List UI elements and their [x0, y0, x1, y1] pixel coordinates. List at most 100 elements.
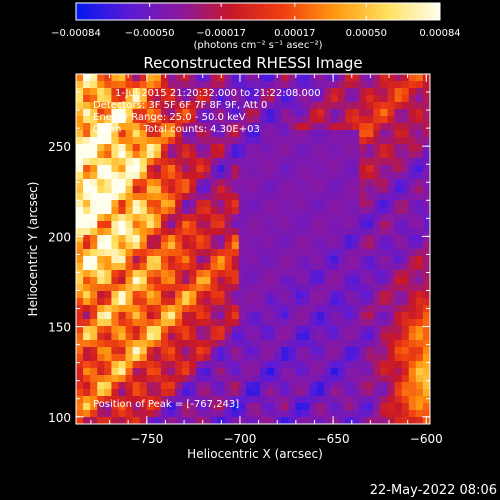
heatmap-cell — [394, 81, 403, 89]
heatmap-cell — [401, 88, 410, 96]
heatmap-cell — [132, 403, 141, 411]
heatmap-cell — [352, 144, 360, 152]
heatmap-cell — [168, 410, 176, 418]
heatmap-cell — [132, 249, 141, 257]
heatmap-cell — [288, 81, 297, 89]
heatmap-cell — [210, 354, 219, 362]
heatmap-cell — [118, 284, 127, 292]
heatmap-cell — [160, 256, 169, 264]
heatmap-cell — [203, 382, 212, 390]
heatmap-cell — [408, 298, 417, 306]
heatmap-cell — [118, 382, 127, 390]
heatmap-cell — [160, 319, 169, 327]
heatmap-cell — [323, 368, 332, 376]
heatmap-cell — [274, 151, 282, 159]
heatmap-cell — [309, 417, 318, 424]
heatmap-cell — [408, 130, 417, 138]
heatmap-cell — [316, 403, 325, 411]
heatmap-cell — [90, 249, 98, 257]
heatmap-cell — [288, 249, 297, 257]
heatmap-cell — [104, 361, 112, 369]
heatmap-cell — [267, 375, 275, 383]
heatmap-cell — [146, 116, 155, 124]
heatmap-cell — [132, 88, 141, 96]
heatmap-cell — [366, 277, 374, 285]
heatmap-cell — [352, 389, 360, 397]
heatmap-cell — [387, 277, 396, 285]
heatmap-cell — [408, 256, 417, 264]
y-tick-label: 200 — [48, 230, 71, 244]
heatmap-cell — [337, 263, 346, 271]
heatmap-cell — [125, 158, 134, 166]
heatmap-cell — [422, 130, 430, 138]
heatmap-cell — [359, 214, 367, 222]
heatmap-cell — [345, 235, 353, 243]
heatmap-cell — [132, 95, 141, 103]
heatmap-cell — [366, 403, 374, 411]
heatmap-cell — [380, 305, 389, 313]
heatmap-cell — [302, 361, 311, 369]
heatmap-cell — [330, 158, 339, 166]
heatmap-cell — [245, 354, 254, 362]
heatmap-cell — [153, 403, 162, 411]
heatmap-cell — [309, 375, 318, 383]
heatmap-cell — [422, 81, 430, 89]
heatmap-cell — [274, 81, 282, 89]
heatmap-cell — [366, 200, 374, 208]
heatmap-cell — [125, 270, 134, 278]
heatmap-cell — [337, 382, 346, 390]
heatmap-cell — [245, 340, 254, 348]
heatmap-cell — [90, 116, 98, 124]
heatmap-cell — [352, 410, 360, 418]
heatmap-cell — [231, 375, 240, 383]
heatmap-cell — [224, 368, 233, 376]
heatmap-cell — [330, 172, 339, 180]
heatmap-cell — [125, 81, 134, 89]
heatmap-cell — [224, 158, 233, 166]
heatmap-cell — [401, 137, 410, 145]
heatmap-cell — [260, 116, 268, 124]
heatmap-cell — [203, 74, 212, 82]
heatmap-cell — [387, 214, 396, 222]
heatmap-cell — [345, 242, 353, 250]
heatmap-cell — [153, 221, 162, 229]
heatmap-cell — [210, 333, 219, 341]
heatmap-cell — [316, 277, 325, 285]
heatmap-cell — [352, 228, 360, 236]
heatmap-cell — [366, 305, 374, 313]
heatmap-cell — [253, 130, 261, 138]
heatmap-cell — [97, 305, 105, 313]
heatmap-cell — [153, 88, 162, 96]
heatmap-cell — [366, 228, 374, 236]
heatmap-cell — [288, 305, 297, 313]
heatmap-cell — [260, 361, 268, 369]
heatmap-cell — [104, 242, 112, 250]
heatmap-cell — [337, 214, 346, 222]
heatmap-cell — [274, 95, 282, 103]
heatmap-cell — [337, 368, 346, 376]
heatmap-cell — [125, 228, 134, 236]
heatmap-cell — [83, 207, 91, 215]
heatmap-cell — [231, 403, 240, 411]
heatmap-cell — [125, 144, 134, 152]
heatmap-cell — [111, 249, 120, 257]
heatmap-cell — [182, 158, 190, 166]
heatmap-cell — [323, 396, 332, 404]
heatmap-cell — [337, 235, 346, 243]
heatmap-cell — [260, 277, 268, 285]
heatmap-cell — [189, 200, 197, 208]
heatmap-cell — [189, 102, 197, 110]
heatmap-cell — [90, 291, 98, 299]
heatmap-cell — [90, 403, 98, 411]
heatmap-cell — [387, 319, 396, 327]
heatmap-cell — [380, 298, 389, 306]
heatmap-cell — [394, 298, 403, 306]
heatmap-cell — [118, 74, 127, 82]
heatmap-cell — [295, 312, 304, 320]
heatmap-cell — [281, 158, 289, 166]
heatmap-cell — [352, 88, 360, 96]
heatmap-cell — [267, 151, 275, 159]
heatmap-cell — [203, 95, 212, 103]
heatmap-cell — [337, 326, 346, 334]
heatmap-cell — [182, 368, 190, 376]
